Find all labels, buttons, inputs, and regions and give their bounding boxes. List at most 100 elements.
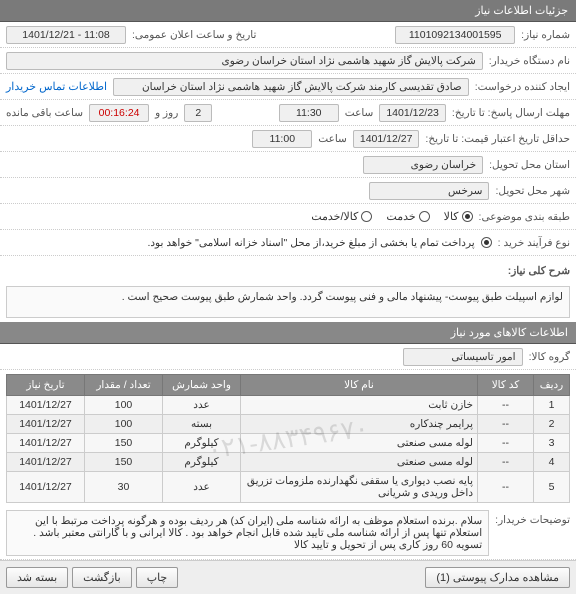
deadline-time: 11:30 [279,104,339,122]
creator-label: ایجاد کننده درخواست: [475,81,570,93]
col-2[interactable]: نام کالا [241,375,478,396]
buyer-org-label: نام دستگاه خریدار: [489,55,570,67]
table-cell: خازن ثابت [241,396,478,415]
row-procurement: نوع فرآیند خرید : پرداخت تمام یا بخشی از… [0,230,576,256]
attachments-button[interactable]: مشاهده مدارک پیوستی (1) [425,567,570,588]
table-cell: 1401/12/27 [7,396,85,415]
table-cell: لوله مسی صنعتی [241,453,478,472]
class-label: طبقه بندی موضوعی: [479,211,570,223]
class-opt-1-label: خدمت [386,210,415,223]
table-cell: 3 [534,434,570,453]
table-cell: 1401/12/27 [7,453,85,472]
deadline-date: 1401/12/23 [379,104,446,122]
section-header-items: اطلاعات کالاهای مورد نیاز [0,322,576,344]
class-opt-1[interactable]: خدمت [386,210,429,223]
province-value: خراسان رضوی [363,156,483,174]
row-notes: توضیحات خریدار: سلام .برنده استعلام موظف… [0,507,576,560]
table-cell: 150 [85,434,163,453]
row-valid-until: حداقل تاریخ اعتبار قیمت: تا تاریخ: 1401/… [0,126,576,152]
table-container: ۰۲۱-۸۸۳۴۹۶۷۰ ردیف کد کالا نام کالا واحد … [0,374,576,503]
time-label-1: ساعت [345,107,374,119]
need-no-value: 1101092134001595 [395,26,515,44]
row-desc-label: شرح کلی نیاز: [0,256,576,282]
table-cell: 30 [85,472,163,503]
valid-until-time: 11:00 [252,130,312,148]
row-deadline: مهلت ارسال پاسخ: تا تاریخ: 1401/12/23 سا… [0,100,576,126]
table-cell: -- [478,415,534,434]
province-label: استان محل تحویل: [489,159,570,171]
table-cell: پایه نصب دیواری یا سقفی نگهدارنده ملزوما… [241,472,478,503]
table-row[interactable]: 3--لوله مسی صنعتیکیلوگرم1501401/12/27 [7,434,570,453]
notes-label: توضیحات خریدار: [495,510,570,526]
valid-until-date: 1401/12/27 [353,130,420,148]
print-button[interactable]: چاپ [136,567,179,588]
row-buyer-org: نام دستگاه خریدار: شرکت پالایش گاز شهید … [0,48,576,74]
table-cell: کیلوگرم [163,453,241,472]
col-4[interactable]: تعداد / مقدار [85,375,163,396]
col-3[interactable]: واحد شمارش [163,375,241,396]
table-cell: 100 [85,396,163,415]
table-cell: 100 [85,415,163,434]
city-label: شهر محل تحویل: [495,185,570,197]
row-city: شهر محل تحویل: سرخس [0,178,576,204]
table-cell: 5 [534,472,570,503]
table-row[interactable]: 5--پایه نصب دیواری یا سقفی نگهدارنده ملز… [7,472,570,503]
desc-text: لوازم اسپیلت طبق پیوست- پیشنهاد مالی و ف… [6,286,570,318]
days-left: 2 [184,104,212,122]
table-row[interactable]: 2--پرایمر چندکارهبسته1001401/12/27 [7,415,570,434]
class-opt-0-label: کالا [444,210,459,223]
row-classification: طبقه بندی موضوعی: کالا خدمت کالا/خدمت [0,204,576,230]
proc-label: نوع فرآیند خرید : [498,237,570,249]
back-button[interactable]: بازگشت [72,567,132,588]
table-cell: عدد [163,396,241,415]
class-opt-2-label: کالا/خدمت [311,210,358,223]
table-cell: -- [478,472,534,503]
table-cell: لوله مسی صنعتی [241,434,478,453]
table-cell: -- [478,453,534,472]
group-label: گروه کالا: [529,351,570,363]
table-cell: -- [478,396,534,415]
notes-text: سلام .برنده استعلام موظف به ارائه شناسه … [6,510,489,556]
pub-date-label: تاریخ و ساعت اعلان عمومی: [132,29,256,41]
table-row[interactable]: 4--لوله مسی صنعتیکیلوگرم1501401/12/27 [7,453,570,472]
desc-label: شرح کلی نیاز: [508,265,570,277]
col-1[interactable]: کد کالا [478,375,534,396]
contact-link[interactable]: اطلاعات تماس خریدار [6,80,107,93]
row-need-no: شماره نیاز: 1101092134001595 تاریخ و ساع… [0,22,576,48]
pub-date-value: 1401/12/21 - 11:08 [6,26,126,44]
table-cell: بسته [163,415,241,434]
section-header-main: جزئیات اطلاعات نیاز [0,0,576,22]
radio-icon [462,211,473,222]
radio-icon [361,211,372,222]
table-cell: 1401/12/27 [7,472,85,503]
table-cell: 150 [85,453,163,472]
table-cell: عدد [163,472,241,503]
class-opt-0[interactable]: کالا [444,210,473,223]
table-cell: 4 [534,453,570,472]
row-group: گروه کالا: امور تاسیساتی [0,344,576,370]
row-creator: ایجاد کننده درخواست: صادق تقدیسی کارمند … [0,74,576,100]
col-5[interactable]: تاریخ نیاز [7,375,85,396]
col-0[interactable]: ردیف [534,375,570,396]
countdown: 00:16:24 [89,104,149,122]
deadline-label: مهلت ارسال پاسخ: تا تاریخ: [452,107,570,119]
close-button[interactable]: بسته شد [6,567,68,588]
city-value: سرخس [369,182,489,200]
radio-icon [481,237,492,248]
group-value: امور تاسیساتی [403,348,523,366]
row-province: استان محل تحویل: خراسان رضوی [0,152,576,178]
table-cell: 2 [534,415,570,434]
items-table: ردیف کد کالا نام کالا واحد شمارش تعداد /… [6,374,570,503]
buyer-org-value: شرکت پالایش گاز شهید هاشمی نژاد استان خر… [6,52,483,70]
class-radio-group: کالا خدمت کالا/خدمت [311,210,472,223]
time-label-2: ساعت [318,133,347,145]
footer-bar: مشاهده مدارک پیوستی (1) چاپ بازگشت بسته … [0,560,576,594]
creator-value: صادق تقدیسی کارمند شرکت پالایش گاز شهید … [113,78,469,96]
days-left-label: روز و [155,107,178,119]
proc-text: پرداخت تمام یا بخشی از مبلغ خرید،از محل … [147,237,474,249]
table-row[interactable]: 1--خازن ثابتعدد1001401/12/27 [7,396,570,415]
need-no-label: شماره نیاز: [521,29,570,41]
table-cell: کیلوگرم [163,434,241,453]
valid-until-label: حداقل تاریخ اعتبار قیمت: تا تاریخ: [425,133,570,145]
class-opt-2[interactable]: کالا/خدمت [311,210,372,223]
